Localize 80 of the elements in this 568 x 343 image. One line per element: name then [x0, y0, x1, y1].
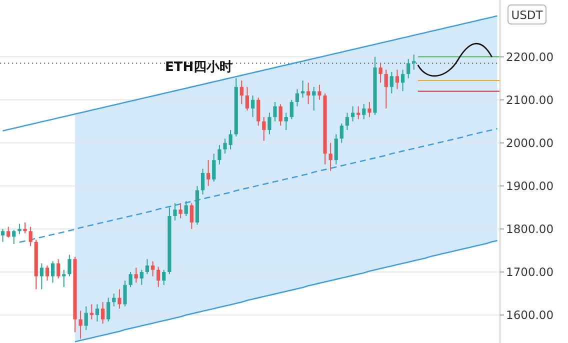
- candlestick: [62, 269, 66, 288]
- candlestick: [390, 71, 394, 94]
- candlestick: [90, 304, 94, 320]
- candlestick: [345, 112, 350, 130]
- candlestick: [295, 88, 300, 107]
- candlestick: [412, 54, 416, 70]
- candlestick: [56, 258, 60, 279]
- candlestick: [240, 80, 244, 105]
- candlestick: [206, 160, 210, 186]
- candlestick: [406, 58, 410, 79]
- candlestick: [262, 116, 266, 142]
- candlestick: [395, 69, 400, 90]
- candlestick: [356, 106, 360, 120]
- y-tick-label: 1800.00: [506, 222, 554, 236]
- candlestick: [284, 112, 288, 130]
- candlestick: [178, 202, 182, 219]
- candlestick: [200, 168, 205, 196]
- candlestick: [318, 84, 322, 100]
- candlestick: [162, 269, 166, 286]
- candlestick: [256, 97, 260, 126]
- candlestick: [100, 302, 105, 324]
- candlestick: [328, 142, 332, 172]
- candlestick: [190, 202, 194, 230]
- candlestick: [368, 101, 372, 118]
- candlestick: [18, 223, 22, 235]
- candlestick: [228, 129, 232, 150]
- candlestick: [273, 101, 277, 122]
- candlestick: [378, 62, 382, 84]
- candlestick: [6, 226, 10, 238]
- candlestick: [40, 262, 44, 290]
- candlestick: [145, 258, 150, 275]
- candlestick: [400, 69, 405, 92]
- candlestick: [184, 200, 188, 217]
- candlestick: [50, 260, 55, 284]
- candlestick: [312, 86, 316, 112]
- candlestick: [12, 229, 16, 245]
- candlestick: [28, 226, 32, 247]
- candlestick: [300, 80, 305, 98]
- candlestick: [218, 144, 222, 165]
- y-tick-label: 2100.00: [506, 92, 554, 107]
- candlestick: [23, 222, 27, 234]
- line-series: [18, 128, 498, 243]
- candlestick: [340, 123, 344, 144]
- y-axis-title: USDT: [511, 8, 544, 22]
- line-series: [2, 15, 498, 132]
- candlestick: [212, 153, 216, 182]
- candlestick: [290, 99, 294, 120]
- candlestick: [245, 86, 250, 112]
- candlestick: [84, 306, 88, 331]
- y-tick-label: 1700.00: [506, 264, 554, 279]
- candlestick: [223, 138, 227, 154]
- candlestick: [118, 288, 122, 310]
- candlestick: [134, 267, 138, 284]
- candlestick: [268, 112, 272, 135]
- candlestick: [140, 269, 144, 286]
- candlestick: [78, 310, 82, 340]
- candlestick: [306, 82, 310, 105]
- candlestick: [350, 106, 355, 122]
- candlestick: [384, 69, 388, 109]
- y-tick-label: 1600.00: [506, 308, 554, 322]
- candlestick: [250, 95, 255, 118]
- candlestick: [278, 104, 282, 126]
- candlestick: [334, 134, 338, 165]
- candlestick: [128, 271, 132, 288]
- y-tick-label: 2200.00: [506, 50, 554, 64]
- candlestick: [112, 293, 116, 307]
- annotation: ETH四小时: [165, 60, 233, 75]
- candlestick: [0, 228, 5, 242]
- candlestick: [68, 254, 72, 277]
- candlestick: [173, 202, 177, 221]
- candlestick: [123, 280, 127, 307]
- candlestick: [106, 297, 110, 322]
- candlestick: [150, 260, 155, 277]
- candlestick: [156, 266, 160, 288]
- candlestick: [45, 265, 50, 282]
- y-tick-label: 2000.00: [506, 136, 554, 150]
- candlestick: [362, 104, 366, 120]
- candlestick: [95, 304, 100, 322]
- line-series: [74, 240, 498, 342]
- y-tick-label: 1900.00: [506, 178, 554, 193]
